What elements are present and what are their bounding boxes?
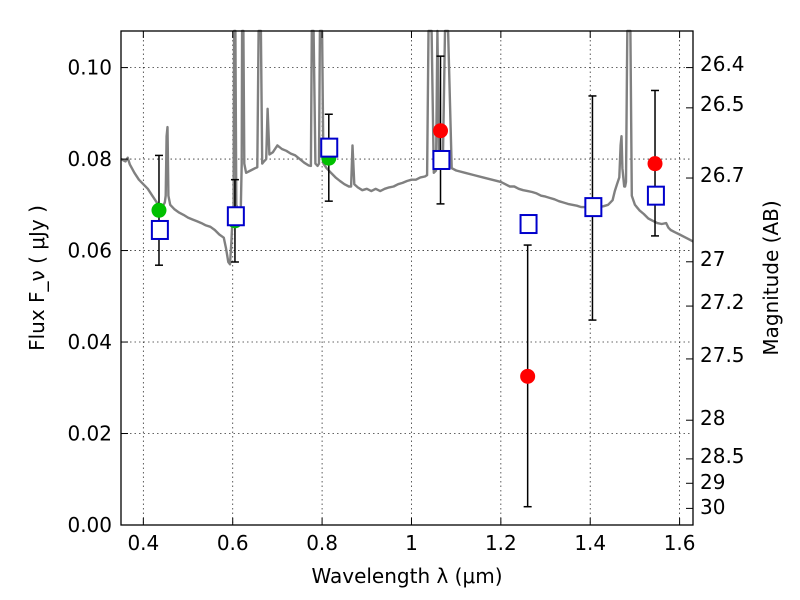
right-tick-label: 26.5	[700, 92, 745, 116]
y-axis-title: Flux F_ν ( μJy )	[25, 205, 49, 351]
y-tick-label: 0.06	[67, 239, 112, 263]
right-tick-label: 28	[700, 406, 725, 430]
right-tick-label: 27	[700, 247, 725, 271]
x-axis-title: Wavelength λ (μm)	[311, 564, 502, 588]
model-photometry-box	[320, 137, 339, 158]
model-spectrum-line	[120, 29, 694, 266]
right-axis-title: Magnitude (AB)	[759, 200, 783, 355]
plot-frame	[120, 30, 694, 526]
x-tick-label: 0.6	[217, 531, 249, 555]
model-photometry-box	[226, 206, 245, 227]
right-tick-label: 30	[700, 495, 725, 519]
model-photometry-box	[519, 214, 538, 235]
y-tick-label: 0.02	[67, 422, 112, 446]
y-tick-label: 0.10	[67, 56, 112, 80]
data-point	[520, 368, 536, 384]
right-tick-label: 26.7	[700, 163, 745, 187]
y-tick-label: 0.00	[67, 513, 112, 537]
data-point	[151, 202, 167, 218]
model-photometry-box	[584, 197, 603, 218]
model-photometry-box	[646, 185, 665, 206]
right-tick-label: 27.5	[700, 343, 745, 367]
right-tick-label: 29	[700, 470, 725, 494]
tick-labels: 0.4 0.6 0.8 1 1.2 1.4 1.6 0.00 0.02 0.04 0.06 0.08 0…	[67, 52, 744, 555]
x-tick-label: 1.2	[485, 531, 517, 555]
right-tick-label: 26.4	[700, 52, 745, 76]
model-spectrum-layer	[120, 29, 694, 266]
right-tick-label: 28.5	[700, 444, 745, 468]
model-photometry-box	[150, 219, 169, 240]
data-point	[647, 156, 663, 172]
x-tick-label: 0.4	[127, 531, 159, 555]
y-tick-label: 0.04	[67, 330, 112, 354]
data-markers-layer	[150, 123, 665, 384]
axis-ticks	[121, 31, 693, 526]
y-tick-label: 0.08	[67, 147, 112, 171]
right-tick-label: 27.2	[700, 290, 745, 314]
grid-lines	[121, 31, 693, 526]
model-photometry-box	[432, 149, 451, 170]
x-tick-label: 1	[405, 531, 418, 555]
x-tick-label: 1.6	[664, 531, 696, 555]
x-tick-label: 0.8	[306, 531, 338, 555]
error-bars-layer	[154, 55, 660, 508]
data-point	[433, 123, 449, 139]
x-tick-label: 1.4	[574, 531, 606, 555]
